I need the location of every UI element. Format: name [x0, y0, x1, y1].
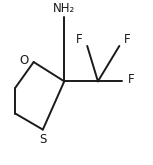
Text: O: O [20, 54, 29, 67]
Text: NH₂: NH₂ [53, 2, 75, 15]
Text: F: F [76, 33, 83, 46]
Text: F: F [128, 73, 135, 86]
Text: F: F [124, 33, 130, 46]
Text: S: S [39, 133, 47, 146]
